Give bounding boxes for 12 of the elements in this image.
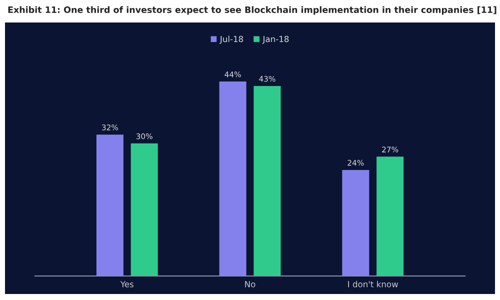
bar <box>376 156 404 276</box>
chart-title: Exhibit 11: One third of investors expect to see Blockchain implementation in their companies [11] <box>8 6 496 15</box>
bar <box>130 143 158 276</box>
bar <box>96 134 124 276</box>
legend-label: Jul-18 <box>220 36 244 44</box>
bar <box>254 86 281 276</box>
bar <box>342 170 370 276</box>
legend-label: Jan-18 <box>262 36 289 44</box>
x-tick-label: No <box>245 281 256 288</box>
x-tick-label: I don't know <box>348 280 398 288</box>
bar <box>219 82 246 276</box>
x-tick-label: Yes <box>120 281 134 288</box>
